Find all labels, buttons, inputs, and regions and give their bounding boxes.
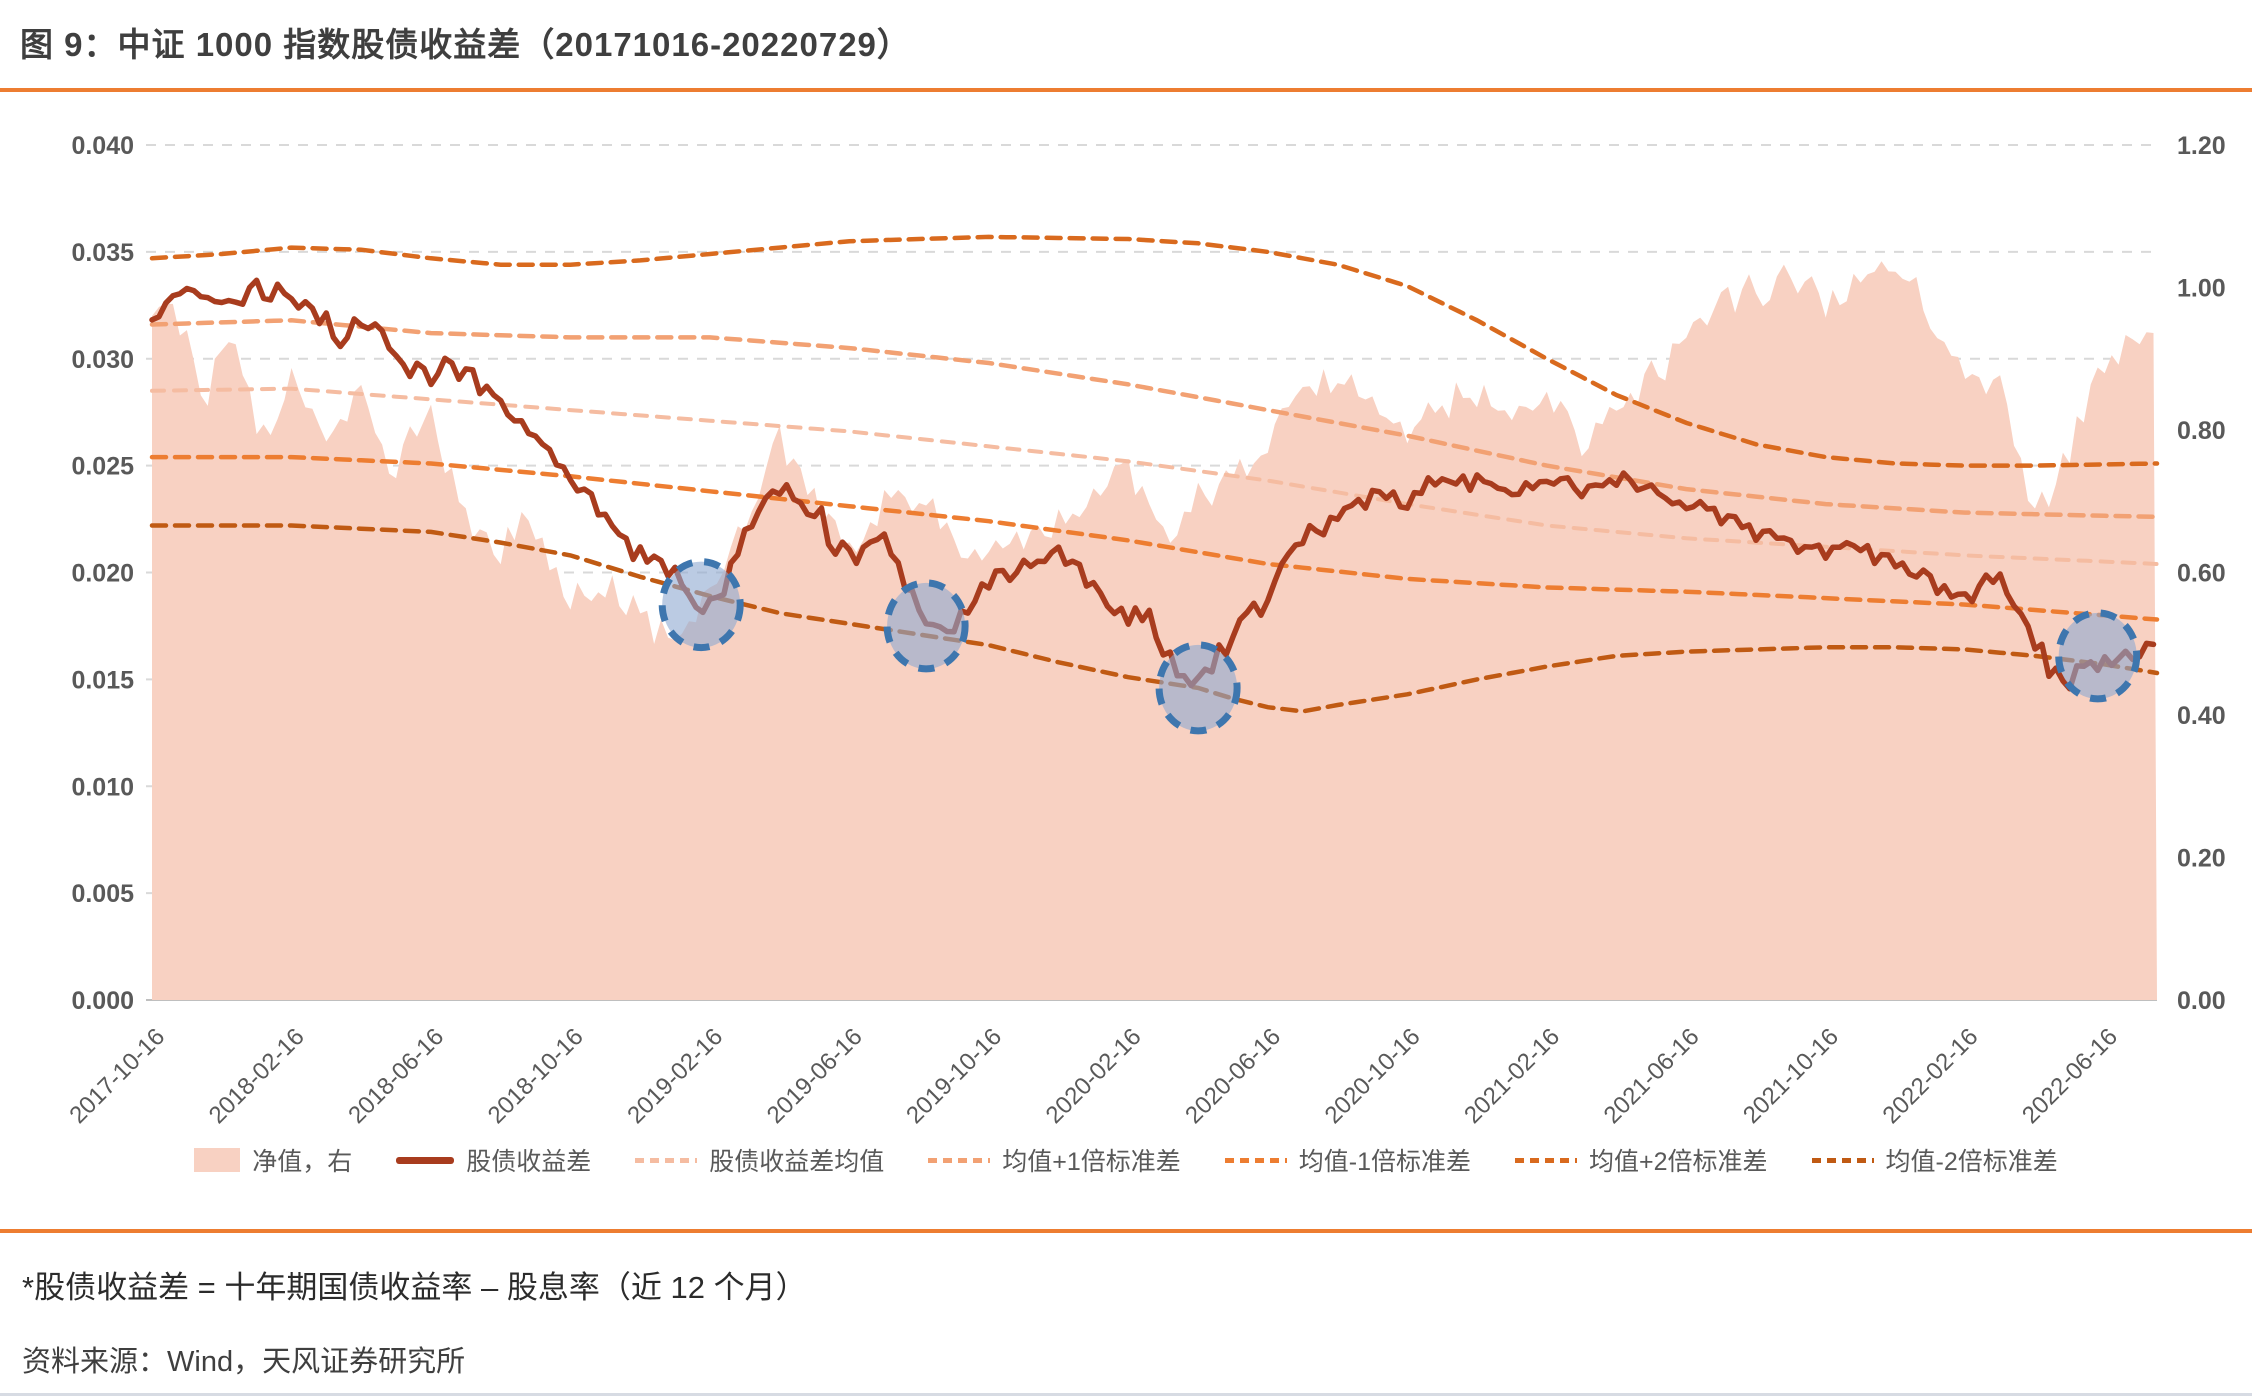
svg-text:0.40: 0.40 [2177,702,2226,730]
svg-text:0.005: 0.005 [71,880,134,908]
svg-text:0.040: 0.040 [71,132,134,160]
svg-text:2020-10-16: 2020-10-16 [1320,1023,1426,1129]
spread-chart-svg: 0.040 0.035 0.030 0.025 0.020 0.015 0.010 0.005… [64,132,2226,1129]
svg-text:0.010: 0.010 [71,773,134,801]
svg-text:2019-10-16: 2019-10-16 [901,1023,1007,1129]
svg-text:2020-06-16: 2020-06-16 [1180,1023,1286,1129]
legend-item-均值-1倍标准差: 均值-1倍标准差 [1224,1142,1472,1178]
page-title: 图 9：中证 1000 指数股债收益差（20171016-20220729） [20,26,911,63]
low-point-highlight-circles [658,558,2141,735]
band-line-均值-2倍标准差 [149,523,2160,714]
legend-swatch-dash [1811,1157,1874,1163]
svg-text:2017-10-16: 2017-10-16 [64,1023,170,1129]
svg-text:0.00: 0.00 [2177,987,2226,1015]
legend-swatch-line [396,1156,455,1164]
legend-swatch-dash [928,1157,991,1163]
legend-item-股债收益差均值: 股债收益差均值 [635,1142,884,1178]
legend-swatch-dash [1224,1157,1287,1163]
legend-label: 股债收益差均值 [709,1148,885,1176]
legend-label: 均值+2倍标准差 [1589,1148,1768,1176]
band-line-股债收益差均值 [150,386,2159,566]
svg-text:2022-02-16: 2022-02-16 [1878,1023,1984,1129]
svg-text:2020-02-16: 2020-02-16 [1041,1023,1147,1129]
svg-text:0.80: 0.80 [2177,417,2226,445]
left-axis-labels: 0.040 0.035 0.030 0.025 0.020 0.015 0.010 0.005… [71,132,134,1015]
legend-item-均值+2倍标准差: 均值+2倍标准差 [1515,1142,1768,1178]
legend-label: 均值+1倍标准差 [1002,1148,1181,1176]
svg-text:0.035: 0.035 [71,239,134,267]
x-axis-labels: 2017-10-16 2018-02-16 2018-06-16 2018-10-16… [64,1023,2123,1129]
right-axis-labels: 1.20 1.00 0.80 0.60 0.40 0.20 0.00 [2177,132,2226,1015]
chart-legend: 净值，右 股债收益差 股债收益差均值 均值+1倍标准差 均值-1倍标准差 均值+2倍标准差… [0,1142,2252,1178]
svg-text:1.00: 1.00 [2177,275,2226,303]
legend-item-股债收益差: 股债收益差 [396,1142,591,1178]
legend-label: 均值-1倍标准差 [1298,1148,1472,1176]
title-divider-rule [0,88,2252,92]
svg-text:2019-02-16: 2019-02-16 [622,1023,728,1129]
legend-item-均值+1倍标准差: 均值+1倍标准差 [928,1142,1181,1178]
legend-label: 股债收益差 [466,1148,592,1176]
low-point-circle [2055,609,2141,703]
svg-text:2019-06-16: 2019-06-16 [762,1023,868,1129]
svg-text:2022-06-16: 2022-06-16 [2017,1023,2123,1129]
low-point-circle [658,558,744,652]
legend-item-均值-2倍标准差: 均值-2倍标准差 [1811,1142,2058,1178]
svg-text:0.025: 0.025 [71,453,134,481]
svg-text:0.030: 0.030 [71,346,134,374]
spread-line-series [149,277,2157,692]
legend-label: 均值-2倍标准差 [1885,1148,2058,1176]
page-bottom-edge [0,1393,2252,1396]
legend-divider-rule [0,1229,2252,1233]
svg-text:2018-06-16: 2018-06-16 [343,1023,449,1129]
svg-text:0.60: 0.60 [2177,560,2226,588]
legend-label: 净值，右 [252,1148,353,1176]
legend-swatch-dash [1515,1157,1578,1163]
svg-text:0.20: 0.20 [2177,845,2226,873]
footnote-definition: *股债收益差 = 十年期国债收益率 – 股息率（近 12 个月） [22,1270,807,1305]
band-line-均值+2倍标准差 [149,234,2160,468]
band-line-均值-1倍标准差 [149,454,2160,622]
low-point-circle [883,579,969,673]
low-point-circle [1155,641,1241,735]
svg-text:2021-10-16: 2021-10-16 [1738,1023,1844,1129]
chart-area: 0.040 0.035 0.030 0.025 0.020 0.015 0.010 0.005… [64,132,2226,1129]
data-source-line: 资料来源：Wind，天风证券研究所 [22,1346,466,1378]
svg-text:0.015: 0.015 [71,666,134,694]
svg-text:2018-02-16: 2018-02-16 [204,1023,310,1129]
svg-text:2021-02-16: 2021-02-16 [1459,1023,1565,1129]
svg-text:0.000: 0.000 [71,987,134,1015]
svg-text:0.020: 0.020 [71,560,134,588]
legend-swatch-area [194,1148,241,1172]
svg-text:2021-06-16: 2021-06-16 [1599,1023,1705,1129]
legend-item-净值，右: 净值，右 [194,1142,352,1178]
band-line-均值+1倍标准差 [149,318,2160,520]
legend-swatch-dash [635,1157,698,1163]
svg-text:2018-10-16: 2018-10-16 [483,1023,589,1129]
svg-text:1.20: 1.20 [2177,132,2226,160]
